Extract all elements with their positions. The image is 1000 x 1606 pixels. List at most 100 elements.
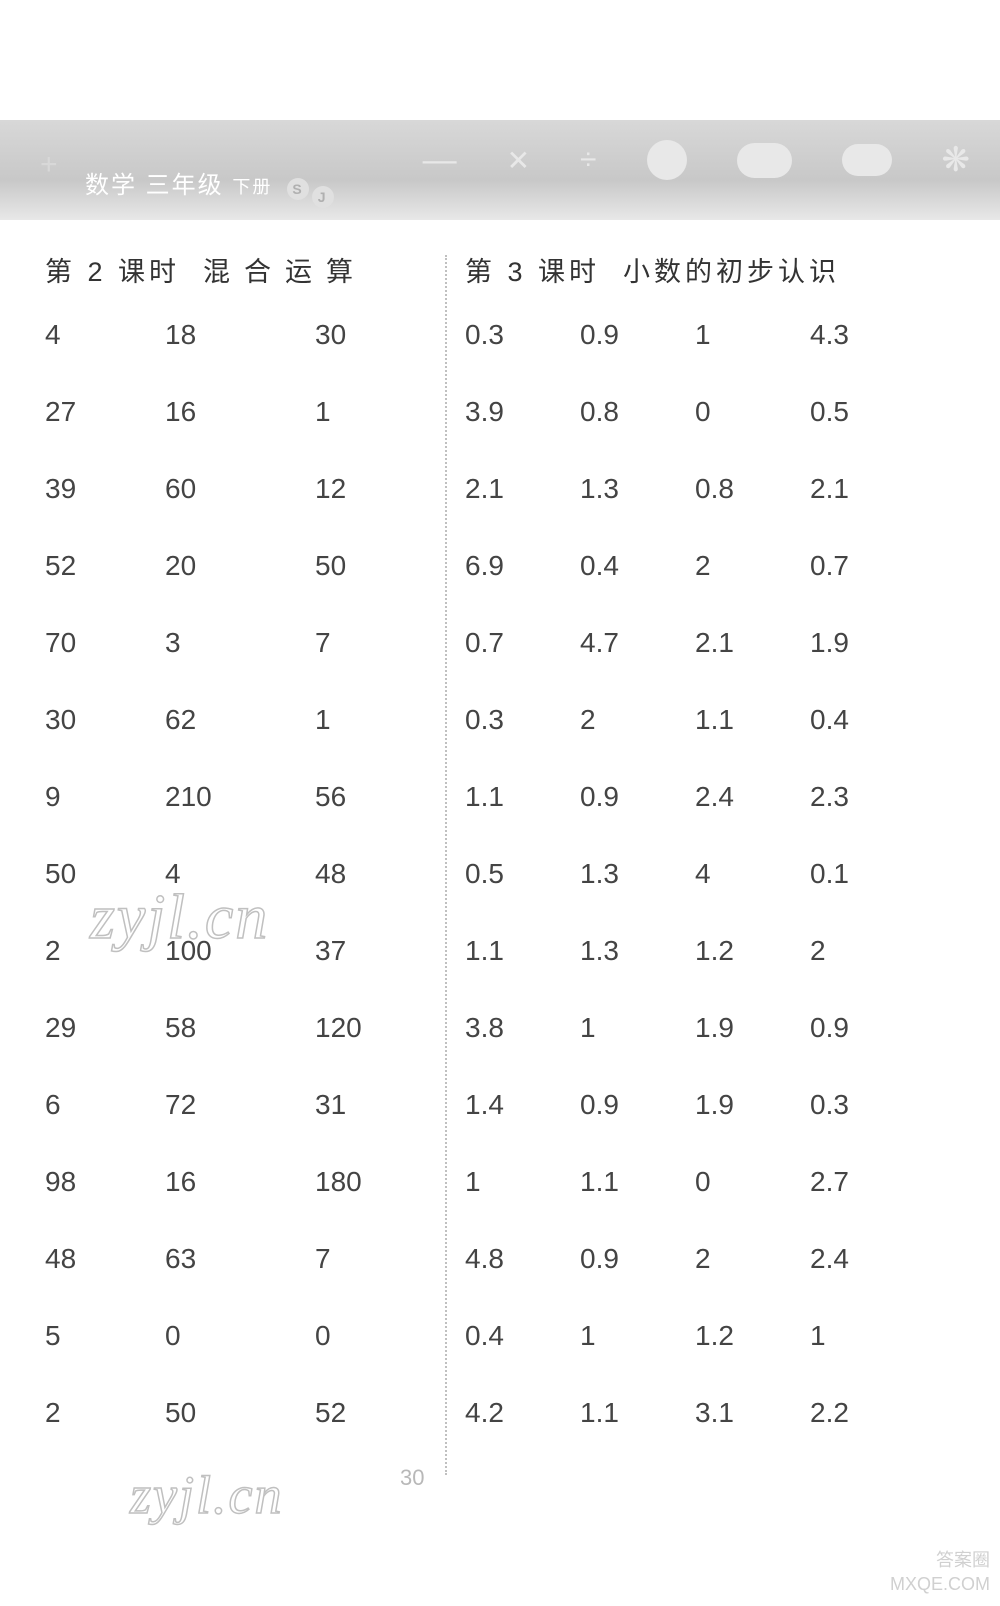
table-cell: 1.1 — [465, 781, 580, 813]
table-cell: 0.4 — [580, 550, 695, 582]
corner-logo: 答案圈 MXQE.COM — [890, 1549, 990, 1596]
table-cell: 62 — [165, 704, 315, 736]
table-cell: 3.8 — [465, 1012, 580, 1044]
table-cell: 18 — [165, 319, 315, 351]
table-cell: 63 — [165, 1243, 315, 1275]
table-cell: 9 — [45, 781, 165, 813]
table-cell: 50 — [315, 550, 415, 582]
table-cell: 39 — [45, 473, 165, 505]
table-cell: 2 — [580, 704, 695, 736]
table-cell: 0.8 — [695, 473, 810, 505]
table-cell: 4.7 — [580, 627, 695, 659]
header-subject: 数学 — [85, 172, 137, 199]
table-cell: 3.9 — [465, 396, 580, 428]
table-cell: 31 — [315, 1089, 415, 1121]
table-cell: 70 — [45, 627, 165, 659]
minus-icon: — — [423, 141, 457, 180]
table-cell: 1.1 — [580, 1397, 695, 1429]
table-cell: 0.8 — [580, 396, 695, 428]
table-cell: 0.5 — [465, 858, 580, 890]
table-cell: 1 — [315, 704, 415, 736]
left-title-main: 混合运算 — [203, 257, 367, 287]
left-section-title: 第 2 课时 混合运算 — [45, 250, 435, 289]
table-cell: 60 — [165, 473, 315, 505]
table-cell: 1 — [580, 1012, 695, 1044]
table-cell: 1 — [810, 1320, 925, 1352]
table-cell: 50 — [45, 858, 165, 890]
table-cell: 0 — [695, 1166, 810, 1198]
table-cell: 1.4 — [465, 1089, 580, 1121]
table-cell: 1.2 — [695, 935, 810, 967]
badge-j: J — [312, 186, 334, 208]
table-cell: 50 — [165, 1397, 315, 1429]
table-cell: 7 — [315, 1243, 415, 1275]
cloud2-icon — [842, 144, 892, 176]
table-cell: 3 — [165, 627, 315, 659]
header-text: 数学 三年级 下册 S J — [85, 165, 328, 201]
table-cell: 0.9 — [810, 1012, 925, 1044]
left-title-prefix: 第 2 课时 — [45, 257, 180, 287]
table-cell: 2.4 — [810, 1243, 925, 1275]
table-cell: 4 — [45, 319, 165, 351]
circle-icon — [647, 140, 687, 180]
content-area: 第 2 课时 混合运算 4183027161396012522050703730… — [45, 250, 955, 1429]
table-cell: 4 — [165, 858, 315, 890]
table-cell: 100 — [165, 935, 315, 967]
table-cell: 2 — [810, 935, 925, 967]
table-cell: 4.3 — [810, 319, 925, 351]
table-cell: 0.1 — [810, 858, 925, 890]
table-cell: 4.2 — [465, 1397, 580, 1429]
table-cell: 0.7 — [810, 550, 925, 582]
table-cell: 210 — [165, 781, 315, 813]
table-cell: 0.9 — [580, 1243, 695, 1275]
right-title-main: 小数的初步认识 — [623, 257, 840, 287]
snowflake-icon: ❋ — [942, 140, 971, 180]
table-cell: 98 — [45, 1166, 165, 1198]
table-cell: 0 — [165, 1320, 315, 1352]
header-badge: S J — [287, 173, 328, 201]
table-cell: 30 — [315, 319, 415, 351]
plus-icon: + — [40, 148, 58, 182]
multiply-icon: ✕ — [507, 144, 530, 177]
table-cell: 4 — [695, 858, 810, 890]
right-data-grid: 0.30.914.33.90.800.52.11.30.82.16.90.420… — [465, 319, 935, 1429]
table-cell: 37 — [315, 935, 415, 967]
table-cell: 2 — [45, 1397, 165, 1429]
table-cell: 58 — [165, 1012, 315, 1044]
table-cell: 16 — [165, 1166, 315, 1198]
table-cell: 1.9 — [695, 1012, 810, 1044]
table-cell: 6.9 — [465, 550, 580, 582]
table-cell: 0.9 — [580, 1089, 695, 1121]
table-cell: 1 — [695, 319, 810, 351]
table-cell: 180 — [315, 1166, 415, 1198]
table-cell: 48 — [45, 1243, 165, 1275]
table-cell: 0.4 — [465, 1320, 580, 1352]
table-cell: 72 — [165, 1089, 315, 1121]
header-icons: — ✕ ÷ ❋ — [423, 140, 970, 180]
cloud-icon — [737, 143, 792, 178]
table-cell: 2.1 — [465, 473, 580, 505]
table-cell: 6 — [45, 1089, 165, 1121]
column-divider — [445, 255, 447, 1475]
table-cell: 0.3 — [810, 1089, 925, 1121]
right-column: 第 3 课时 小数的初步认识 0.30.914.33.90.800.52.11.… — [435, 250, 935, 1429]
header-grade: 三年级 — [146, 172, 224, 199]
table-cell: 2.4 — [695, 781, 810, 813]
table-cell: 12 — [315, 473, 415, 505]
table-cell: 2 — [45, 935, 165, 967]
divide-icon: ÷ — [580, 143, 596, 177]
table-cell: 52 — [45, 550, 165, 582]
table-cell: 2.1 — [695, 627, 810, 659]
right-title-prefix: 第 3 课时 — [465, 257, 600, 287]
table-cell: 1.9 — [695, 1089, 810, 1121]
table-cell: 0 — [315, 1320, 415, 1352]
table-cell: 1 — [580, 1320, 695, 1352]
table-cell: 0.9 — [580, 319, 695, 351]
table-cell: 7 — [315, 627, 415, 659]
table-cell: 1 — [465, 1166, 580, 1198]
table-cell: 30 — [45, 704, 165, 736]
table-cell: 0 — [695, 396, 810, 428]
table-cell: 2.2 — [810, 1397, 925, 1429]
table-cell: 1.3 — [580, 858, 695, 890]
table-cell: 2 — [695, 550, 810, 582]
